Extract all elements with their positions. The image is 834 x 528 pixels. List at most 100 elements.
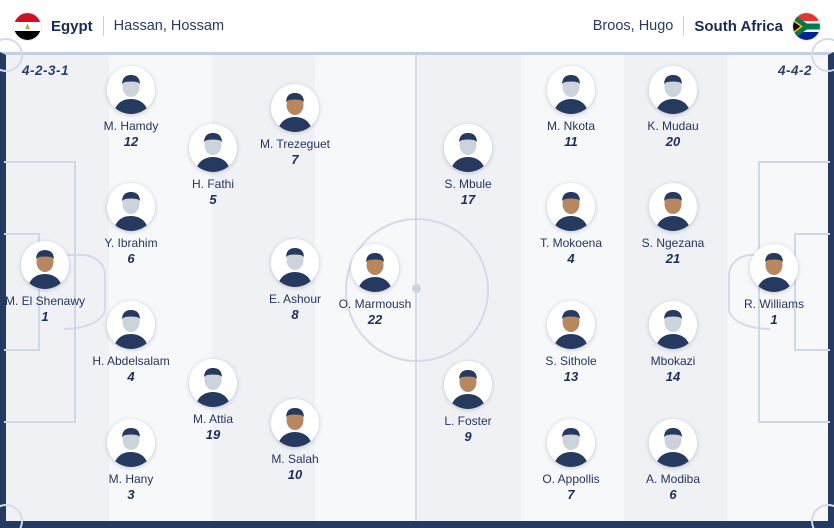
south-africa-flag-icon [793, 12, 820, 40]
player-name: M. El Shenawy [4, 294, 86, 308]
center-spot [412, 284, 421, 293]
player-avatar [189, 124, 237, 172]
player-home-22[interactable]: O. Marmoush 22 [329, 244, 421, 327]
player-number: 6 [669, 487, 677, 502]
player-away-4[interactable]: T. Mokoena 4 [525, 183, 617, 266]
player-avatar [444, 124, 492, 172]
player-away-13[interactable]: S. Sithole 13 [525, 301, 617, 384]
player-home-6[interactable]: Y. Ibrahim 6 [85, 183, 177, 266]
player-number: 4 [127, 369, 135, 384]
player-home-3[interactable]: M. Hany 3 [85, 419, 177, 502]
player-avatar [351, 244, 399, 292]
player-number: 1 [41, 309, 49, 324]
player-avatar [271, 84, 319, 132]
player-home-1[interactable]: M. El Shenawy 1 [0, 241, 91, 324]
player-number: 1 [770, 312, 778, 327]
player-away-17[interactable]: S. Mbule 17 [422, 124, 514, 207]
player-avatar [547, 419, 595, 467]
header-separator [683, 16, 685, 36]
player-away-11[interactable]: M. Nkota 11 [525, 66, 617, 149]
player-avatar [444, 361, 492, 409]
player-name: E. Ashour [268, 292, 322, 306]
player-avatar [189, 359, 237, 407]
player-number: 20 [665, 134, 681, 149]
player-home-4[interactable]: H. Abdelsalam 4 [85, 301, 177, 384]
player-name: K. Mudau [647, 119, 699, 133]
player-avatar [21, 241, 69, 289]
player-away-9[interactable]: L. Foster 9 [422, 361, 514, 444]
player-name: M. Hamdy [103, 119, 159, 133]
player-number: 12 [123, 134, 139, 149]
player-avatar [649, 183, 697, 231]
player-avatar [649, 419, 697, 467]
corner-arc [0, 504, 23, 528]
player-number: 14 [665, 369, 681, 384]
player-number: 17 [460, 192, 476, 207]
player-number: 7 [291, 152, 299, 167]
player-name: H. Abdelsalam [92, 354, 170, 368]
player-name: Mbokazi [650, 354, 696, 368]
player-name: M. Nkota [546, 119, 595, 133]
player-name: M. Salah [271, 452, 319, 466]
away-formation-label: 4-4-2 [777, 63, 812, 78]
header-separator [102, 16, 104, 36]
player-home-5[interactable]: H. Fathi 5 [167, 124, 259, 207]
player-away-7[interactable]: O. Appollis 7 [525, 419, 617, 502]
player-name: H. Fathi [191, 177, 234, 191]
lineup-header: Egypt Hassan, Hossam Broos, Hugo South A… [0, 0, 834, 52]
player-number: 8 [291, 307, 299, 322]
player-avatar [547, 301, 595, 349]
player-name: O. Appollis [542, 472, 600, 486]
player-home-8[interactable]: E. Ashour 8 [249, 239, 341, 322]
player-name: S. Ngezana [641, 236, 705, 250]
player-number: 21 [665, 251, 681, 266]
corner-arc [811, 504, 834, 528]
player-number: 11 [564, 134, 578, 149]
player-away-20[interactable]: K. Mudau 20 [627, 66, 719, 149]
player-name: R. Williams [744, 297, 804, 311]
goal-box-right [794, 233, 830, 351]
player-number: 22 [367, 312, 383, 327]
player-name: M. Attia [192, 412, 233, 426]
player-avatar [547, 66, 595, 114]
player-home-7[interactable]: M. Trezeguet 7 [249, 84, 341, 167]
player-home-10[interactable]: M. Salah 10 [249, 399, 341, 482]
corner-arc [0, 38, 23, 72]
away-team-header[interactable]: Broos, Hugo South Africa [593, 12, 820, 40]
player-away-6[interactable]: A. Modiba 6 [627, 419, 719, 502]
corner-arc [811, 38, 834, 72]
player-avatar [271, 399, 319, 447]
goal-box-left [4, 233, 40, 351]
player-avatar [649, 301, 697, 349]
player-avatar [649, 66, 697, 114]
player-name: Y. Ibrahim [104, 236, 158, 250]
player-name: O. Marmoush [338, 297, 412, 311]
player-number: 19 [205, 427, 221, 442]
player-home-12[interactable]: M. Hamdy 12 [85, 66, 177, 149]
player-name: L. Foster [444, 414, 492, 428]
player-name: S. Mbule [444, 177, 492, 191]
player-avatar [271, 239, 319, 287]
player-avatar [107, 419, 155, 467]
player-avatar [547, 183, 595, 231]
player-number: 9 [464, 429, 472, 444]
egypt-flag-icon [14, 12, 41, 40]
player-number: 6 [127, 251, 135, 266]
player-number: 10 [287, 467, 303, 482]
player-away-14[interactable]: Mbokazi 14 [627, 301, 719, 384]
player-away-21[interactable]: S. Ngezana 21 [627, 183, 719, 266]
away-team-name[interactable]: South Africa [694, 17, 783, 35]
player-away-1[interactable]: R. Williams 1 [728, 244, 820, 327]
player-number: 4 [567, 251, 575, 266]
home-team-header[interactable]: Egypt Hassan, Hossam [14, 12, 224, 40]
home-team-name[interactable]: Egypt [51, 17, 93, 35]
player-name: M. Hany [108, 472, 154, 486]
player-number: 3 [127, 487, 135, 502]
player-avatar [107, 66, 155, 114]
player-avatar [750, 244, 798, 292]
player-name: S. Sithole [545, 354, 597, 368]
player-home-19[interactable]: M. Attia 19 [167, 359, 259, 442]
player-avatar [107, 183, 155, 231]
player-number: 7 [567, 487, 575, 502]
